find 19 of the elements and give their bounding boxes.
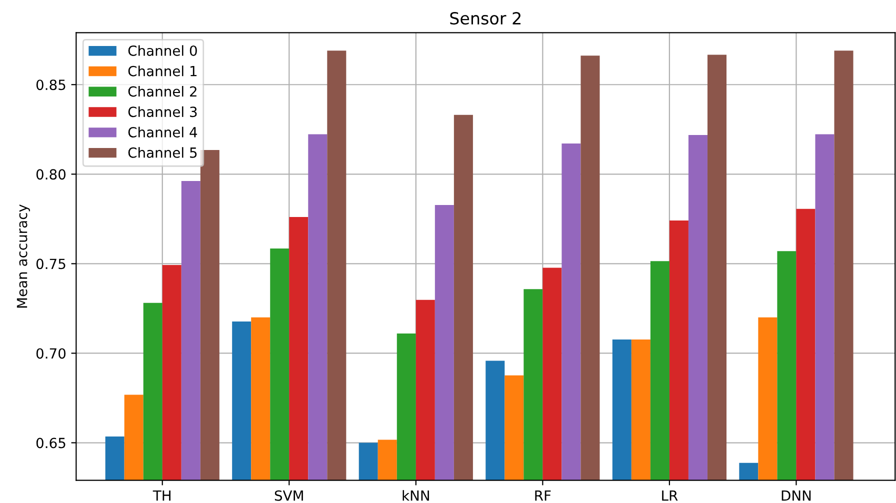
y-tick-label: 0.65 [36, 438, 66, 448]
legend-label: Channel 4 [128, 126, 198, 138]
x-tick-label: LR [662, 490, 678, 501]
x-tick-label: TH [152, 490, 170, 501]
x-tick-label: RF [535, 490, 551, 501]
legend-label: Channel 1 [128, 66, 197, 76]
y-axis-title: Mean accuracy [16, 204, 30, 308]
chart-title: Sensor 2 [450, 12, 520, 25]
legend-label: Channel 5 [128, 147, 197, 158]
legend-label: Channel 3 [128, 106, 197, 118]
legend-label: Channel 2 [128, 86, 196, 97]
y-tick-label: 0.80 [36, 169, 66, 180]
x-tick-label: DNN [782, 490, 811, 501]
y-tick-label: 0.75 [36, 258, 66, 270]
x-tick-label: SVM [274, 490, 303, 501]
legend-label: Channel 0 [128, 45, 197, 56]
y-tick-label: 0.70 [36, 348, 66, 359]
x-tick-label: kNN [402, 490, 429, 501]
y-tick-label: 0.85 [36, 80, 66, 90]
